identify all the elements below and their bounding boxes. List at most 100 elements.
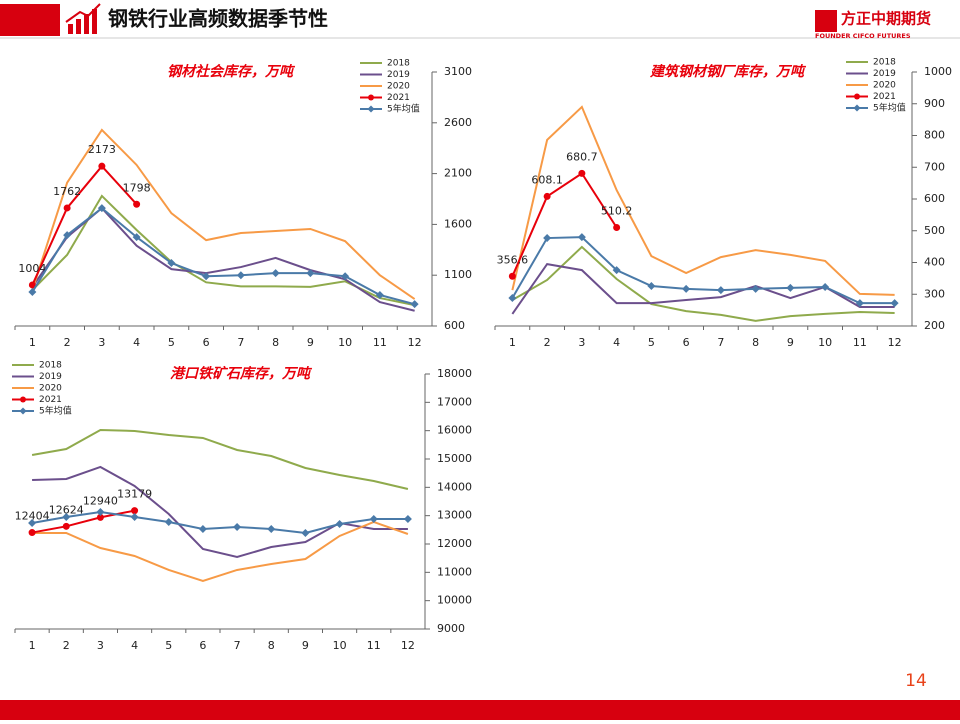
logo-mark: [815, 10, 837, 32]
x-tick-label: 11: [367, 639, 381, 652]
point: [375, 291, 384, 300]
point: [543, 234, 552, 243]
data-label: 608.1: [531, 173, 563, 186]
point: [198, 524, 207, 533]
legend-label: 2020: [387, 82, 410, 92]
series-line: [511, 171, 618, 277]
x-tick-label: 10: [338, 336, 352, 349]
point: [267, 524, 276, 533]
point: [28, 281, 36, 289]
y-tick-label: 700: [924, 160, 945, 173]
data-label: 1762: [53, 185, 81, 198]
x-tick-label: 1: [509, 336, 516, 349]
x-tick-label: 7: [237, 336, 244, 349]
legend-label: 2021: [39, 395, 62, 405]
legend-label: 5年均值: [873, 102, 906, 114]
x-tick-label: 3: [98, 336, 105, 349]
y-tick-label: 1000: [924, 65, 952, 78]
series-line: [32, 520, 409, 583]
point: [821, 282, 830, 291]
y-tick-label: 1600: [444, 217, 472, 230]
chart-title: 钢材社会库存，万吨: [167, 63, 296, 80]
legend-label: 5年均值: [39, 405, 72, 417]
legend-marker: [854, 93, 860, 100]
point: [301, 528, 310, 537]
point: [786, 283, 795, 292]
legend-label: 2021: [387, 93, 410, 103]
point: [164, 517, 173, 526]
x-tick-label: 1: [29, 336, 36, 349]
legend-marker: [367, 105, 375, 113]
legend-label: 2018: [873, 58, 896, 68]
y-tick-label: 400: [924, 256, 945, 269]
point: [132, 233, 141, 242]
data-label: 1004: [18, 262, 46, 275]
point: [647, 281, 656, 290]
point: [236, 271, 245, 280]
x-tick-label: 3: [97, 639, 104, 652]
point: [28, 519, 37, 528]
legend-marker: [853, 104, 861, 112]
y-tick-label: 900: [924, 97, 945, 110]
y-tick-label: 12000: [437, 537, 472, 550]
x-tick-label: 2: [544, 336, 551, 349]
logo-en: FOUNDER CIFCO FUTURES: [815, 32, 911, 40]
y-tick-label: 2600: [444, 116, 472, 129]
data-label: 12940: [83, 494, 118, 507]
x-tick-label: 5: [648, 336, 655, 349]
point: [63, 204, 71, 212]
data-label: 12404: [15, 510, 50, 523]
point: [98, 162, 106, 170]
series-line: [511, 105, 895, 296]
logo-cn: 方正中期期货: [841, 10, 931, 28]
x-tick-label: 5: [165, 639, 172, 652]
point: [130, 512, 139, 521]
page-number: 14: [905, 671, 927, 691]
x-tick-label: 6: [199, 639, 206, 652]
x-tick-label: 6: [683, 336, 690, 349]
series-line: [31, 194, 415, 307]
y-tick-label: 9000: [437, 622, 465, 635]
point: [28, 287, 37, 296]
chart-title: 港口铁矿石库存，万吨: [170, 365, 313, 382]
x-tick-label: 12: [401, 639, 415, 652]
point: [96, 513, 104, 521]
point: [578, 169, 586, 177]
series-line: [31, 428, 409, 490]
legend-label: 2019: [39, 372, 62, 382]
y-tick-label: 300: [924, 287, 945, 300]
legend-label: 2020: [873, 81, 896, 91]
point: [543, 192, 551, 200]
x-tick-label: 4: [613, 336, 620, 349]
x-tick-label: 12: [408, 336, 422, 349]
legend-marker: [20, 396, 26, 403]
point: [682, 284, 691, 293]
legend-label: 2020: [39, 384, 62, 394]
point: [133, 200, 141, 208]
header-icon: [65, 3, 101, 34]
point: [341, 272, 350, 281]
legend-label: 2019: [387, 70, 410, 80]
point: [131, 507, 139, 515]
x-tick-label: 4: [133, 336, 140, 349]
x-tick-label: 8: [272, 336, 279, 349]
point: [577, 233, 586, 242]
series-line: [31, 164, 138, 286]
point: [96, 507, 105, 516]
y-tick-label: 18000: [437, 367, 472, 380]
legend-marker: [19, 407, 27, 415]
legend-label: 2019: [873, 69, 896, 79]
point: [508, 272, 516, 280]
y-tick-label: 200: [924, 319, 945, 332]
point: [306, 269, 315, 278]
y-tick-label: 1100: [444, 268, 472, 281]
data-label: 2173: [88, 143, 116, 156]
point: [28, 529, 36, 537]
x-tick-label: 6: [203, 336, 210, 349]
x-tick-label: 9: [787, 336, 794, 349]
x-tick-label: 12: [888, 336, 902, 349]
header-title: 钢铁行业高频数据季节性: [108, 7, 328, 31]
y-tick-label: 3100: [444, 65, 472, 78]
x-tick-label: 10: [333, 639, 347, 652]
x-tick-label: 11: [373, 336, 387, 349]
